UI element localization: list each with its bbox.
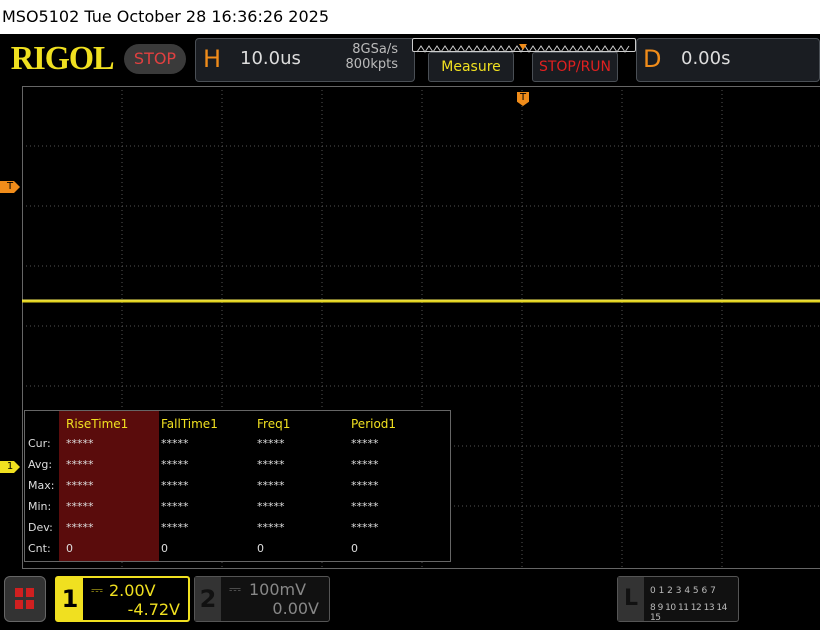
title-bar: MSO5102 Tue October 28 16:36:26 2025: [0, 0, 820, 34]
measurement-value: *****: [161, 479, 189, 492]
measurement-value: *****: [257, 521, 285, 534]
d-label: D: [643, 45, 662, 73]
selected-column-highlight: [59, 411, 159, 561]
row-label: Dev:: [28, 521, 53, 534]
measurement-value: *****: [351, 437, 379, 450]
row-label: Cnt:: [28, 542, 51, 555]
ch1-offset-marker[interactable]: 1: [0, 461, 20, 473]
measurement-value: 0: [161, 542, 168, 555]
delay-value: 0.00s: [681, 48, 731, 69]
measurement-value: *****: [351, 479, 379, 492]
logic-label: L: [618, 577, 644, 621]
memory-position-bar[interactable]: [412, 38, 636, 53]
measurement-value: *****: [161, 500, 189, 513]
measurement-value: *****: [66, 521, 94, 534]
sample-rate: 8GSa/s: [352, 42, 398, 57]
measurement-value: *****: [351, 458, 379, 471]
memory-depth: 800kpts: [345, 57, 398, 72]
channel-2-number: 2: [195, 577, 221, 621]
logic-channels-row1: 0 1 2 3 4 5 6 7: [650, 586, 716, 596]
measurement-value: *****: [66, 458, 94, 471]
trigger-position-marker[interactable]: T: [517, 92, 529, 106]
horizontal-panel[interactable]: H: [195, 38, 415, 82]
acquisition-info: 8GSa/s 800kpts: [330, 42, 398, 72]
channel-1-number: 1: [57, 578, 83, 620]
measurement-value: *****: [257, 437, 285, 450]
measurement-value: *****: [351, 521, 379, 534]
h-label: H: [203, 45, 222, 73]
logic-channels-row2: 8 9 10 11 12 13 14 15: [650, 603, 727, 623]
column-header[interactable]: Period1: [351, 417, 397, 431]
dc-coupling-icon: ⎓: [229, 580, 241, 598]
channel-2-scale: 100mV: [249, 580, 307, 599]
measurement-value: *****: [257, 458, 285, 471]
stop-run-button[interactable]: STOP/RUN: [532, 52, 618, 82]
channel-1-offset: -4.72V: [127, 600, 180, 619]
measurement-value: *****: [66, 479, 94, 492]
measurement-value: *****: [161, 458, 189, 471]
row-label: Cur:: [28, 437, 51, 450]
measurement-value: 0: [257, 542, 264, 555]
column-header[interactable]: Freq1: [257, 417, 291, 431]
dc-coupling-icon: ⎓: [91, 581, 103, 599]
channel-1-scale: 2.00V: [109, 581, 156, 600]
column-header[interactable]: RiseTime1: [66, 417, 129, 431]
measurement-value: *****: [257, 500, 285, 513]
measurement-value: 0: [351, 542, 358, 555]
measurement-value: 0: [66, 542, 73, 555]
measurement-value: *****: [351, 500, 379, 513]
row-label: Max:: [28, 479, 55, 492]
channel-2-panel[interactable]: 2 ⎓ 100mV 0.00V: [194, 576, 330, 622]
timebase-value: 10.0us: [240, 48, 301, 69]
logic-analyzer-panel[interactable]: L 0 1 2 3 4 5 6 7 8 9 10 11 12 13 14 15: [617, 576, 739, 623]
rigol-logo: RIGOL: [10, 40, 115, 77]
measurement-value: *****: [257, 479, 285, 492]
column-header[interactable]: FallTime1: [161, 417, 218, 431]
delay-panel[interactable]: D: [636, 38, 820, 82]
waveform-overview-icon: [416, 44, 630, 53]
row-label: Avg:: [28, 458, 53, 471]
measurement-value: *****: [66, 437, 94, 450]
trigger-level-marker[interactable]: T: [0, 181, 20, 193]
channel-1-panel[interactable]: 1 ⎓ 2.00V -4.72V: [55, 576, 190, 622]
measurement-table: RiseTime1 FallTime1 Freq1 Period1 Cur: **…: [24, 410, 451, 562]
measurement-value: *****: [161, 521, 189, 534]
waveform-grid[interactable]: [22, 86, 820, 570]
channel-2-offset: 0.00V: [272, 599, 319, 618]
grid-menu-icon: [15, 588, 34, 609]
run-state-badge[interactable]: STOP: [124, 44, 186, 74]
menu-button[interactable]: [4, 576, 46, 622]
measurement-value: *****: [66, 500, 94, 513]
row-label: Min:: [28, 500, 52, 513]
measure-button[interactable]: Measure: [428, 52, 514, 82]
measurement-value: *****: [161, 437, 189, 450]
